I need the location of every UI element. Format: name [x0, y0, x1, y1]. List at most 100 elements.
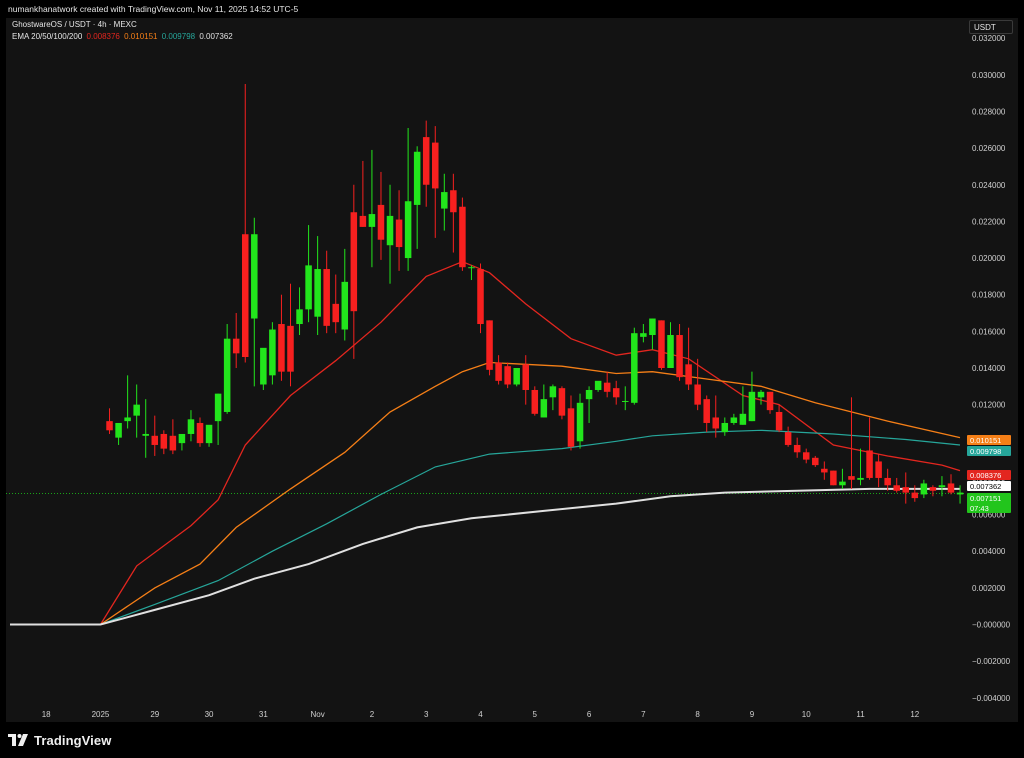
candle-body — [214, 393, 222, 422]
candle-body — [178, 433, 186, 444]
candle — [422, 120, 430, 207]
candle-body — [567, 408, 575, 447]
candle — [223, 324, 231, 414]
x-tick-label: 31 — [259, 710, 268, 719]
candle-body — [332, 303, 339, 323]
candle-body — [251, 234, 258, 319]
candle-body — [232, 338, 240, 354]
price-tag: 0.010151 — [967, 435, 1011, 445]
candle — [323, 250, 330, 334]
price-tag-label: 0.009798 — [970, 447, 1001, 456]
candle — [160, 430, 168, 455]
candle — [450, 173, 457, 253]
candle-body — [269, 329, 276, 376]
candle — [522, 355, 529, 405]
candle — [893, 477, 900, 493]
candle-body — [802, 452, 810, 460]
candle — [124, 375, 131, 429]
candle-body — [875, 461, 882, 478]
candle-body — [106, 421, 113, 431]
candle-body — [766, 391, 774, 411]
ema-line-ema50 — [10, 361, 961, 626]
candle — [377, 171, 385, 260]
candle-body — [576, 402, 584, 442]
candle — [305, 225, 312, 323]
price-tag-countdown: 07:43 — [970, 504, 989, 513]
candle-body — [395, 219, 403, 248]
candle — [468, 265, 475, 281]
candle — [232, 313, 240, 368]
x-tick-label: 12 — [910, 710, 919, 719]
price-tag-label: 0.008376 — [970, 471, 1001, 480]
candle — [730, 413, 738, 425]
x-tick-label: 10 — [802, 710, 811, 719]
candle — [902, 472, 910, 504]
candle — [649, 318, 656, 350]
candle-body — [676, 335, 683, 378]
y-tick-label: 0.028000 — [972, 107, 1006, 116]
ema-lines — [10, 260, 961, 626]
candle-body — [350, 212, 358, 312]
candle — [241, 83, 249, 363]
y-tick-label: −0.000000 — [972, 621, 1011, 630]
candle — [359, 160, 367, 227]
candle-body — [622, 400, 629, 402]
candle — [612, 380, 620, 405]
price-chart[interactable]: 0.032000 0.030000 0.028000 0.026000 0.024000… — [0, 0, 1024, 722]
candle-body — [205, 424, 213, 444]
price-tag: 0.007362 — [967, 481, 1011, 491]
candle-body — [549, 386, 557, 398]
candle — [441, 173, 448, 231]
candle-body — [911, 492, 919, 499]
candle-body — [314, 269, 321, 317]
candle — [332, 274, 339, 334]
candle — [821, 461, 828, 480]
x-axis[interactable]: 18 2025 29 30 31 Nov 2 3 4 5 6 7 8 9 10 11 12 — [42, 710, 920, 719]
candle — [269, 322, 276, 385]
symbol-legend[interactable]: GhostwareOS / USDT · 4h · MEXC — [12, 20, 137, 29]
candle — [956, 485, 964, 504]
candle — [558, 386, 566, 420]
candle — [432, 126, 439, 238]
candle — [929, 485, 937, 497]
candle-body — [413, 151, 421, 205]
ema-legend[interactable]: EMA 20/50/100/200 0.008376 0.010151 0.00… — [12, 32, 235, 41]
candle-body — [459, 206, 466, 268]
candle — [793, 437, 801, 458]
candle — [631, 327, 638, 405]
candle — [667, 322, 674, 368]
candle-body — [658, 320, 665, 368]
ema-line-ema20 — [10, 260, 961, 626]
tradingview-logo[interactable]: TradingView — [8, 733, 111, 748]
candle-body — [287, 325, 294, 372]
candle — [504, 362, 511, 389]
y-axis[interactable]: 0.032000 0.030000 0.028000 0.026000 0.024000… — [972, 34, 1011, 703]
candle-body — [223, 338, 231, 412]
candle-body — [296, 309, 303, 325]
candle — [585, 386, 593, 423]
currency-button[interactable]: USDT — [969, 20, 1013, 34]
candle-body — [712, 417, 720, 429]
x-tick-label: Nov — [311, 710, 325, 719]
candle — [576, 393, 584, 449]
candle — [314, 236, 321, 336]
candle-body — [848, 476, 855, 480]
candle-body — [196, 422, 204, 444]
candle-body — [422, 137, 430, 185]
candle — [169, 419, 177, 455]
price-tag-bg — [967, 446, 1011, 456]
candle — [721, 417, 729, 436]
candle — [260, 347, 267, 390]
candle-body — [631, 333, 638, 403]
x-tick-label: 29 — [150, 710, 159, 719]
candle-body — [486, 320, 493, 370]
candle-body — [721, 422, 729, 433]
candle — [802, 448, 810, 464]
candle-body — [495, 362, 502, 381]
y-tick-label: 0.020000 — [972, 254, 1006, 263]
x-tick-label: 3 — [424, 710, 429, 719]
candle — [812, 455, 819, 467]
candle — [830, 470, 837, 486]
candle-body — [124, 417, 131, 422]
